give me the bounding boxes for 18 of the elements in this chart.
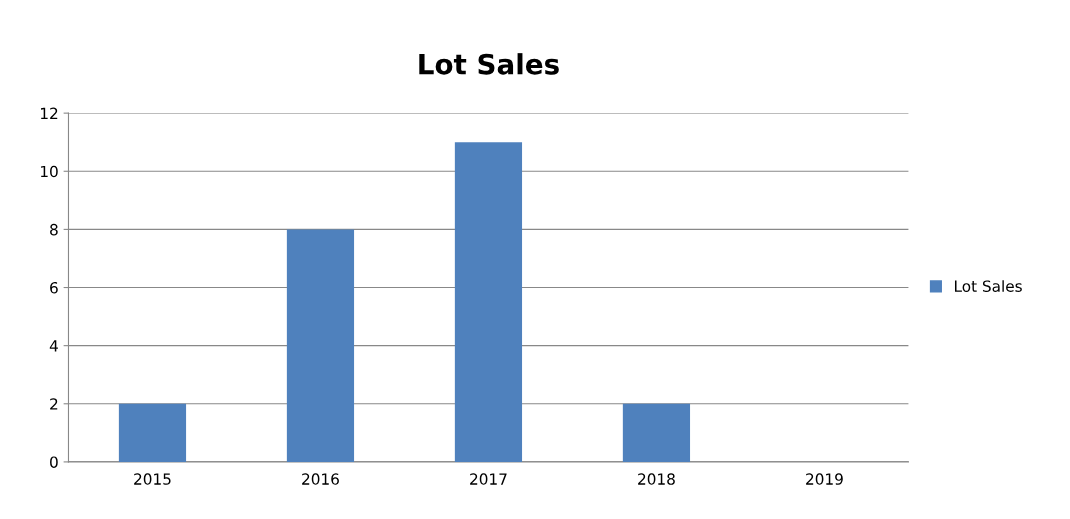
legend-label: Lot Sales (955, 280, 1022, 292)
y-tick-label: 2 (50, 398, 58, 410)
x-tick-label: 2019 (806, 473, 843, 485)
x-tick-label: 2016 (302, 473, 339, 485)
y-tick-label: 4 (49, 340, 58, 352)
x-tick-label: 2018 (638, 473, 675, 485)
y-tick-label: 0 (50, 456, 58, 468)
y-tick-label: 10 (40, 165, 58, 178)
y-tick-label: 6 (50, 281, 58, 294)
x-tick-label: 2017 (470, 473, 507, 485)
x-tick-label: 2015 (134, 473, 171, 485)
bar (286, 229, 355, 462)
bar (118, 403, 187, 462)
bar (454, 142, 523, 462)
chart-title: Lot Sales (419, 53, 559, 75)
y-tick-label: 8 (50, 223, 58, 236)
y-tick-label: 12 (40, 107, 58, 119)
bar (622, 403, 691, 462)
